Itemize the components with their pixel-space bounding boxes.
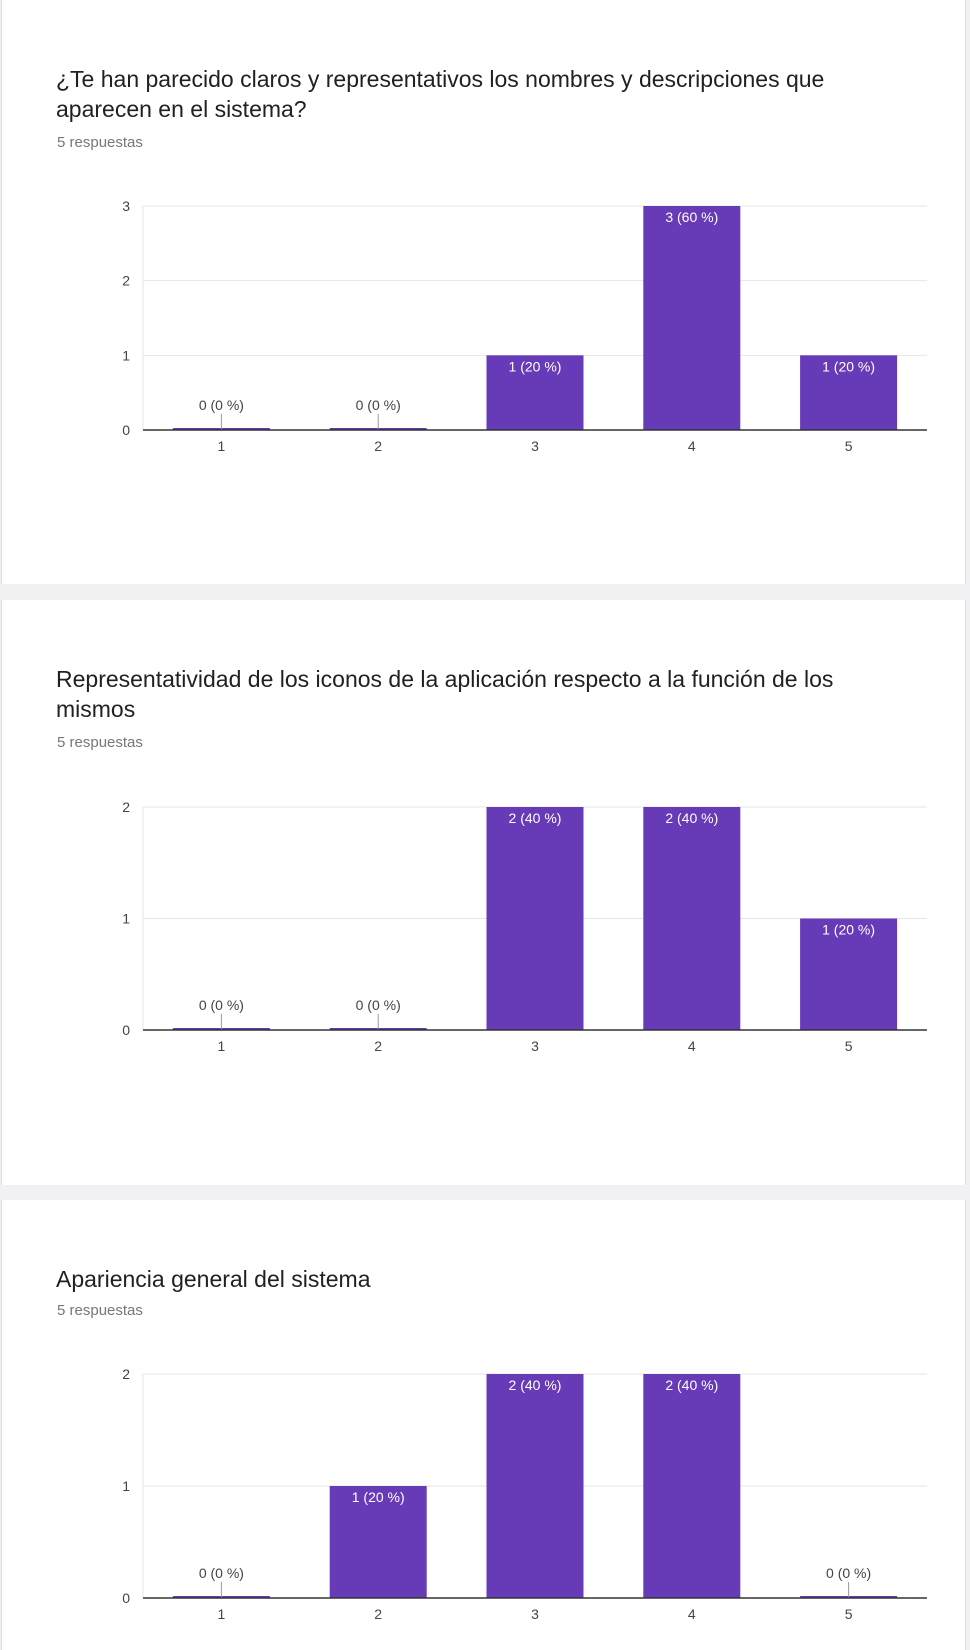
- data-label: 0 (0 %): [199, 1565, 244, 1581]
- question-card-2: Representatividad de los iconos de la ap…: [1, 600, 966, 1185]
- bar-chart: 0 1 2 0 (0 %) 1 0 (0 %) 2 2 (40 %) 3 2 (40 %) 4 1 (…: [122, 799, 927, 1054]
- response-count: 5 respuestas: [57, 1302, 143, 1319]
- bar: [486, 355, 584, 430]
- bar: [643, 206, 741, 430]
- x-tick-label: 4: [688, 1038, 696, 1054]
- bar-chart: 0 1 2 0 (0 %) 1 1 (20 %) 2 2 (40 %) 3 2 (40 %) 4 0 …: [122, 1366, 927, 1622]
- y-tick-label: 3: [122, 198, 130, 214]
- y-tick-label: 1: [122, 911, 130, 927]
- x-tick-label: 1: [218, 1038, 226, 1054]
- x-tick-label: 2: [374, 438, 382, 454]
- x-tick-label: 4: [688, 438, 696, 454]
- x-tick-label: 5: [845, 438, 853, 454]
- data-label: 1 (20 %): [822, 358, 875, 374]
- bar: [643, 807, 741, 1030]
- x-tick-label: 3: [531, 1038, 539, 1054]
- bar: [800, 918, 898, 1030]
- x-tick-label: 1: [218, 1606, 226, 1622]
- response-count: 5 respuestas: [57, 734, 143, 751]
- x-tick-label: 1: [218, 438, 226, 454]
- question-title: Apariencia general del sistema: [56, 1266, 371, 1292]
- bar: [643, 1374, 741, 1598]
- data-label: 0 (0 %): [199, 997, 244, 1013]
- x-tick-label: 3: [531, 1606, 539, 1622]
- question-card-3: Apariencia general del sistema 5 respues…: [1, 1200, 966, 1650]
- x-tick-label: 2: [374, 1606, 382, 1622]
- question-card-1: ¿Te han parecido claros y representativo…: [1, 0, 966, 584]
- data-label: 2 (40 %): [665, 1377, 718, 1393]
- data-label: 0 (0 %): [356, 997, 401, 1013]
- y-tick-label: 2: [122, 799, 130, 815]
- y-tick-label: 2: [122, 273, 130, 289]
- data-label: 0 (0 %): [199, 397, 244, 413]
- question-title: Representatividad de los iconos de la ap…: [56, 666, 834, 722]
- data-label: 0 (0 %): [356, 397, 401, 413]
- y-tick-label: 0: [122, 1022, 130, 1038]
- x-tick-label: 3: [531, 438, 539, 454]
- data-label: 2 (40 %): [509, 810, 562, 826]
- data-label: 3 (60 %): [665, 209, 718, 225]
- response-count: 5 respuestas: [57, 134, 143, 151]
- x-tick-label: 2: [374, 1038, 382, 1054]
- data-label: 2 (40 %): [665, 810, 718, 826]
- x-tick-label: 5: [845, 1038, 853, 1054]
- question-title: ¿Te han parecido claros y representativo…: [56, 66, 825, 122]
- data-label: 1 (20 %): [352, 1489, 405, 1505]
- bar-chart: 0 1 2 3 0 (0 %) 1 0 (0 %) 2 1 (20 %) 3 3 (60 %) 4 1 …: [122, 198, 927, 454]
- x-tick-label: 4: [688, 1606, 696, 1622]
- y-tick-label: 1: [122, 347, 130, 363]
- y-tick-label: 0: [122, 422, 130, 438]
- data-label: 1 (20 %): [822, 922, 875, 938]
- bar: [800, 355, 898, 430]
- y-tick-label: 2: [122, 1366, 130, 1382]
- data-label: 2 (40 %): [509, 1377, 562, 1393]
- data-label: 0 (0 %): [826, 1565, 871, 1581]
- y-tick-label: 1: [122, 1478, 130, 1494]
- bar: [329, 1486, 427, 1598]
- bar: [486, 807, 584, 1030]
- bar: [486, 1374, 584, 1598]
- data-label: 1 (20 %): [509, 358, 562, 374]
- y-tick-label: 0: [122, 1590, 130, 1606]
- x-tick-label: 5: [845, 1606, 853, 1622]
